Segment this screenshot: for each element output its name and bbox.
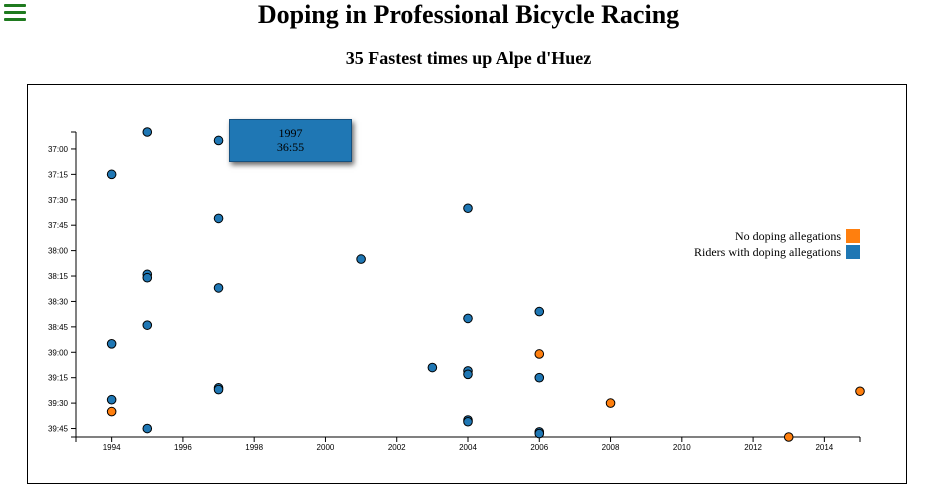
data-points <box>106 127 865 442</box>
x-tick-label: 2012 <box>744 443 762 452</box>
y-tick-label: 37:00 <box>48 145 69 154</box>
data-point-doping[interactable] <box>534 428 545 439</box>
y-tick-label: 39:15 <box>48 374 69 383</box>
data-point-doping[interactable] <box>534 306 545 317</box>
legend-swatch <box>846 229 860 243</box>
data-point-no-doping[interactable] <box>106 406 117 417</box>
x-tick-label: 2014 <box>815 443 833 452</box>
data-point-doping[interactable] <box>213 135 224 146</box>
data-point-doping[interactable] <box>106 169 117 180</box>
x-tick-label: 1998 <box>245 443 263 452</box>
y-tick-label: 39:30 <box>48 399 69 408</box>
data-point-doping[interactable] <box>106 394 117 405</box>
x-tick-label: 1996 <box>174 443 192 452</box>
data-point-doping[interactable] <box>213 384 224 395</box>
y-tick-label: 37:30 <box>48 196 69 205</box>
legend-label: No doping allegations <box>735 229 841 243</box>
data-point-no-doping[interactable] <box>855 386 865 397</box>
y-tick-label: 37:45 <box>48 221 69 230</box>
x-tick-label: 2008 <box>602 443 620 452</box>
data-point-doping[interactable] <box>463 416 473 427</box>
y-tick-label: 38:00 <box>48 247 69 256</box>
data-point-no-doping[interactable] <box>783 432 794 442</box>
y-tick-label: 38:45 <box>48 323 69 332</box>
legend: No doping allegations Riders with doping … <box>694 229 860 259</box>
data-point-doping[interactable] <box>106 339 117 349</box>
y-tick-label: 39:45 <box>48 425 69 434</box>
legend-label: Riders with doping allegations <box>694 245 841 259</box>
data-point-doping[interactable] <box>213 213 224 224</box>
data-point-doping[interactable] <box>463 369 473 380</box>
data-point-doping[interactable] <box>142 127 153 137</box>
data-point-no-doping[interactable] <box>605 398 616 408</box>
chart-subtitle: 35 Fastest times up Alpe d'Huez <box>345 48 592 68</box>
chart-container <box>27 84 907 484</box>
page-title: Doping in Professional Bicycle Racing <box>257 0 680 29</box>
x-tick-label: 2000 <box>317 443 335 452</box>
x-tick-label: 2004 <box>459 443 477 452</box>
menu-bar <box>4 4 26 7</box>
data-point-doping[interactable] <box>427 362 438 373</box>
tooltip-time: 36:55 <box>276 140 305 154</box>
x-axis: 1994 1996 1998 2000 2002 2004 2006 2008 2010 2012… <box>75 436 861 452</box>
data-point-doping[interactable] <box>142 320 153 330</box>
data-point-doping[interactable] <box>142 423 153 434</box>
y-tick-label: 39:00 <box>48 348 69 357</box>
data-point-doping[interactable] <box>463 313 473 324</box>
data-point-doping[interactable] <box>142 272 153 283</box>
data-point-doping[interactable] <box>213 283 224 293</box>
data-point-doping[interactable] <box>534 372 545 383</box>
tooltip-year: 1997 <box>278 126 303 140</box>
x-tick-label: 2010 <box>673 443 691 452</box>
y-tick-label: 37:15 <box>48 170 69 179</box>
y-tick-label: 38:15 <box>48 272 69 281</box>
tooltip: 1997 36:55 <box>229 119 352 162</box>
menu-bar <box>4 11 26 14</box>
x-tick-label: 1994 <box>103 443 121 452</box>
y-axis: 37:00 37:15 37:30 37:45 38:00 38:15 38:30 38:45… <box>48 131 77 438</box>
x-tick-label: 2006 <box>530 443 548 452</box>
legend-swatch <box>846 245 860 259</box>
data-point-doping[interactable] <box>356 254 366 264</box>
menu-bar <box>4 18 26 21</box>
y-tick-label: 38:30 <box>48 297 69 306</box>
data-point-doping[interactable] <box>463 203 473 214</box>
x-tick-label: 2002 <box>388 443 406 452</box>
hamburger-menu-icon[interactable] <box>4 4 26 22</box>
data-point-no-doping[interactable] <box>534 349 545 359</box>
